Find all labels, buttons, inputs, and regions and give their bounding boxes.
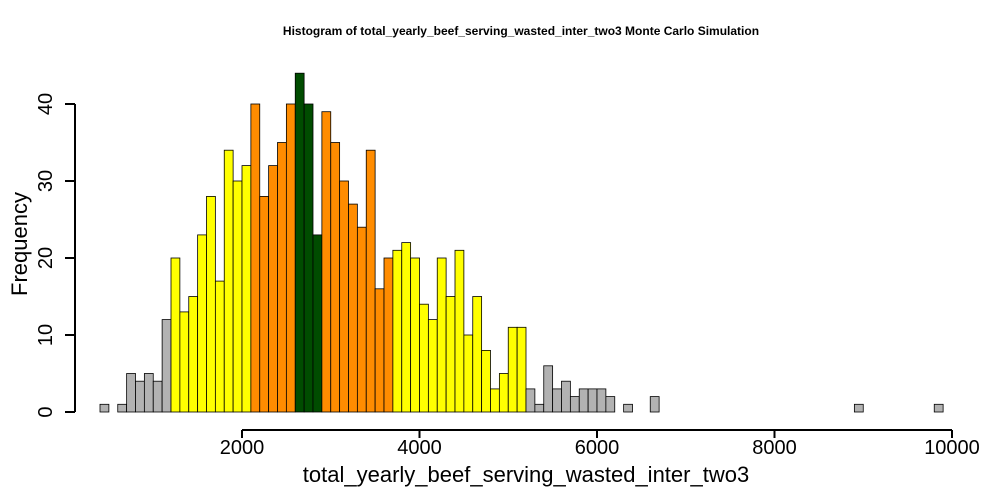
histogram-bar: [179, 311, 190, 413]
bars-group: [99, 72, 944, 413]
histogram-bar: [223, 149, 234, 413]
histogram-bar: [330, 142, 341, 413]
x-axis: 2000 4000 6000 8000 10000: [220, 429, 980, 459]
histogram-bar: [241, 165, 252, 413]
histogram-bar: [135, 380, 145, 413]
histogram-bar: [143, 373, 154, 413]
histogram-bar: [427, 319, 438, 413]
x-tick-label: 2000: [220, 437, 265, 459]
histogram-bar: [587, 388, 598, 413]
histogram-bar: [472, 296, 483, 413]
histogram-bar: [596, 388, 607, 413]
histogram-bar: [303, 103, 314, 413]
histogram-bar: [250, 103, 261, 413]
histogram-bar: [561, 380, 571, 413]
histogram-bar: [259, 195, 270, 413]
histogram-bar: [392, 249, 403, 413]
histogram-bar: [126, 373, 136, 413]
histogram-bar: [525, 388, 536, 413]
x-axis-label: total_yearly_beef_serving_wasted_inter_t…: [303, 462, 749, 487]
x-tick-label: 8000: [752, 437, 797, 459]
histogram-bar: [117, 403, 128, 413]
histogram-bar: [321, 111, 332, 413]
histogram-bar: [410, 257, 420, 413]
histogram-bar: [268, 165, 278, 413]
y-tick-label: 40: [35, 93, 57, 115]
histogram-bar: [232, 180, 243, 413]
histogram-bar: [649, 396, 660, 413]
y-tick-label: 10: [35, 324, 57, 346]
y-axis-label: Frequency: [7, 192, 32, 296]
histogram-bar: [401, 242, 412, 413]
histogram-bar: [294, 72, 305, 413]
histogram-bar: [99, 403, 110, 413]
y-tick-label: 0: [35, 406, 57, 417]
histogram-bar: [339, 180, 349, 413]
x-tick-label: 10000: [924, 437, 980, 459]
x-tick-label: 6000: [575, 437, 620, 459]
histogram-bar: [365, 149, 376, 413]
histogram-bar: [543, 365, 554, 413]
histogram-bar: [569, 396, 580, 413]
histogram-bar: [197, 234, 207, 413]
histogram-bar: [374, 288, 385, 413]
histogram-bar: [498, 373, 509, 413]
histogram-bar: [161, 319, 172, 413]
histogram-bar: [605, 396, 616, 413]
histogram-bar: [516, 326, 527, 413]
histogram-bar: [490, 388, 500, 413]
histogram-bar: [206, 195, 216, 413]
histogram-bar: [214, 280, 225, 413]
histogram-bar: [578, 388, 589, 413]
histogram-bar: [853, 403, 864, 413]
histogram-bar: [419, 303, 429, 413]
y-tick-label: 30: [35, 170, 57, 192]
histogram-bar: [933, 403, 944, 413]
histogram-bar: [188, 296, 199, 413]
histogram-bar: [534, 403, 545, 413]
x-tick-label: 4000: [397, 437, 442, 459]
histogram-bar: [152, 380, 163, 413]
histogram-bar: [436, 257, 447, 413]
histogram-bar: [383, 257, 394, 413]
histogram-bar: [552, 388, 562, 413]
histogram-bar: [463, 334, 474, 413]
histogram-bar: [507, 326, 518, 413]
histogram-bar: [445, 296, 456, 413]
histogram-bar: [277, 142, 287, 413]
histogram-bar: [481, 349, 491, 413]
histogram-bar: [454, 249, 465, 413]
histogram-bar: [623, 403, 633, 413]
histogram-bar: [285, 103, 296, 413]
chart-title: Histogram of total_yearly_beef_serving_w…: [283, 24, 759, 38]
y-axis: 0 10 20 30 40: [35, 93, 76, 418]
histogram-bar: [348, 203, 358, 413]
y-tick-label: 20: [35, 247, 57, 269]
histogram-bar: [312, 234, 323, 413]
histogram-bar: [170, 257, 181, 413]
histogram-bar: [356, 226, 367, 413]
